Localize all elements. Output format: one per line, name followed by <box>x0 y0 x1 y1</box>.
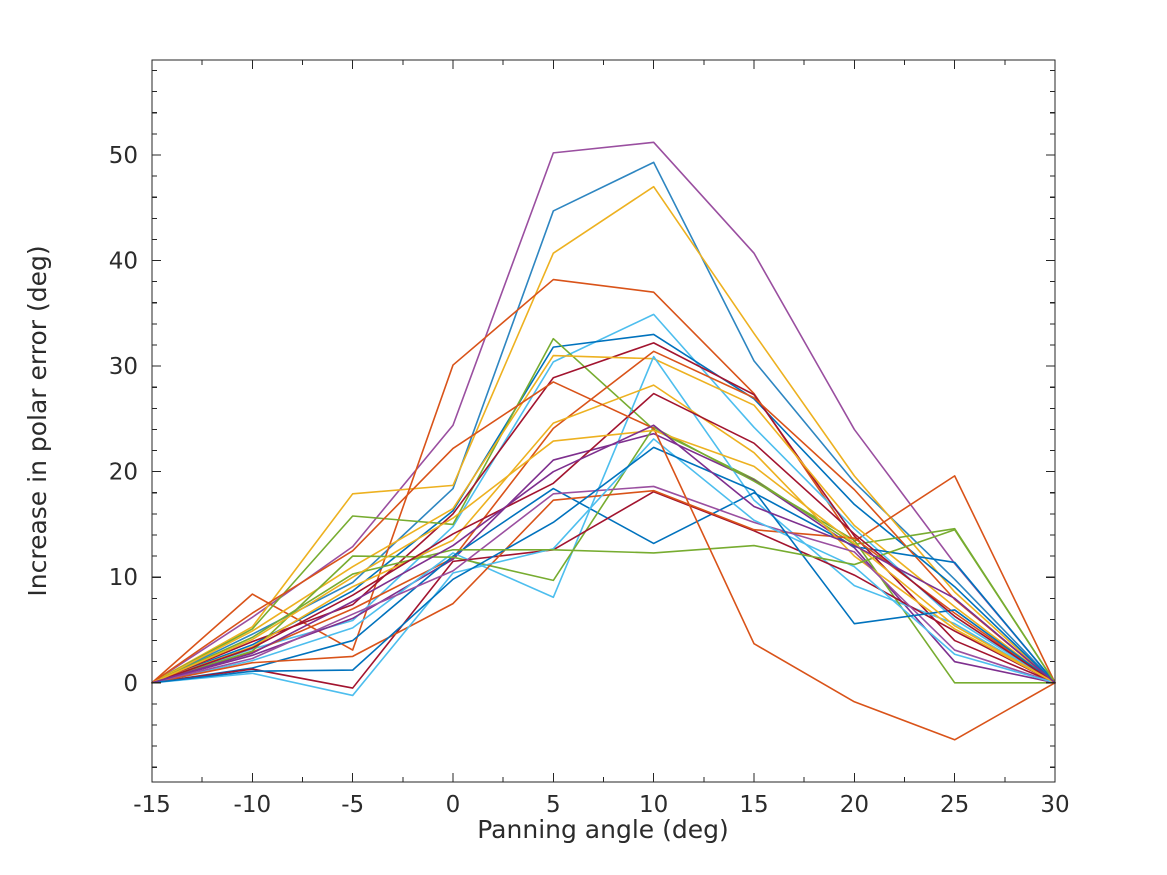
series-line <box>151 381 1056 741</box>
series-line <box>151 185 1056 684</box>
series-line <box>151 429 1056 684</box>
y-tick-label: 50 <box>109 143 138 169</box>
y-tick-label: 30 <box>109 354 138 380</box>
series-line <box>151 424 1056 684</box>
x-tick-label: 30 <box>1040 792 1069 818</box>
x-tick-label: 20 <box>840 792 869 818</box>
x-tick-label: 25 <box>940 792 969 818</box>
axes-group <box>151 59 1056 783</box>
series-line <box>151 490 1056 689</box>
y-axis-title: Increase in polar error (deg) <box>23 245 52 596</box>
series-line <box>151 342 1056 684</box>
series-line <box>151 446 1056 684</box>
x-tick-label: 10 <box>639 792 668 818</box>
x-tick-label: 15 <box>739 792 768 818</box>
series-line <box>151 438 1056 697</box>
x-tick-label: 0 <box>446 792 461 818</box>
y-tick-label: 0 <box>123 671 138 697</box>
y-tick-label: 20 <box>109 460 138 486</box>
series-line <box>151 384 1056 684</box>
series-group <box>151 141 1056 741</box>
y-tick-label: 10 <box>109 565 138 591</box>
y-tick-label: 40 <box>109 249 138 275</box>
series-line <box>151 487 1056 684</box>
x-tick-label: -5 <box>341 792 364 818</box>
series-line <box>151 485 1056 684</box>
series-line <box>151 313 1056 684</box>
series-line <box>151 350 1056 684</box>
tick-labels-group: -15 -10 -5 0 5 10 15 20 25 30 0 10 20 30 40 50 <box>109 143 1070 818</box>
series-line <box>151 354 1056 684</box>
series-line <box>151 337 1056 684</box>
x-tick-label: -10 <box>234 792 272 818</box>
series-line <box>151 392 1056 684</box>
x-axis-title: Panning angle (deg) <box>477 815 729 844</box>
series-line <box>151 528 1056 684</box>
series-line <box>151 355 1056 684</box>
x-tick-label: 5 <box>546 792 561 818</box>
x-tick-label: -15 <box>133 792 171 818</box>
